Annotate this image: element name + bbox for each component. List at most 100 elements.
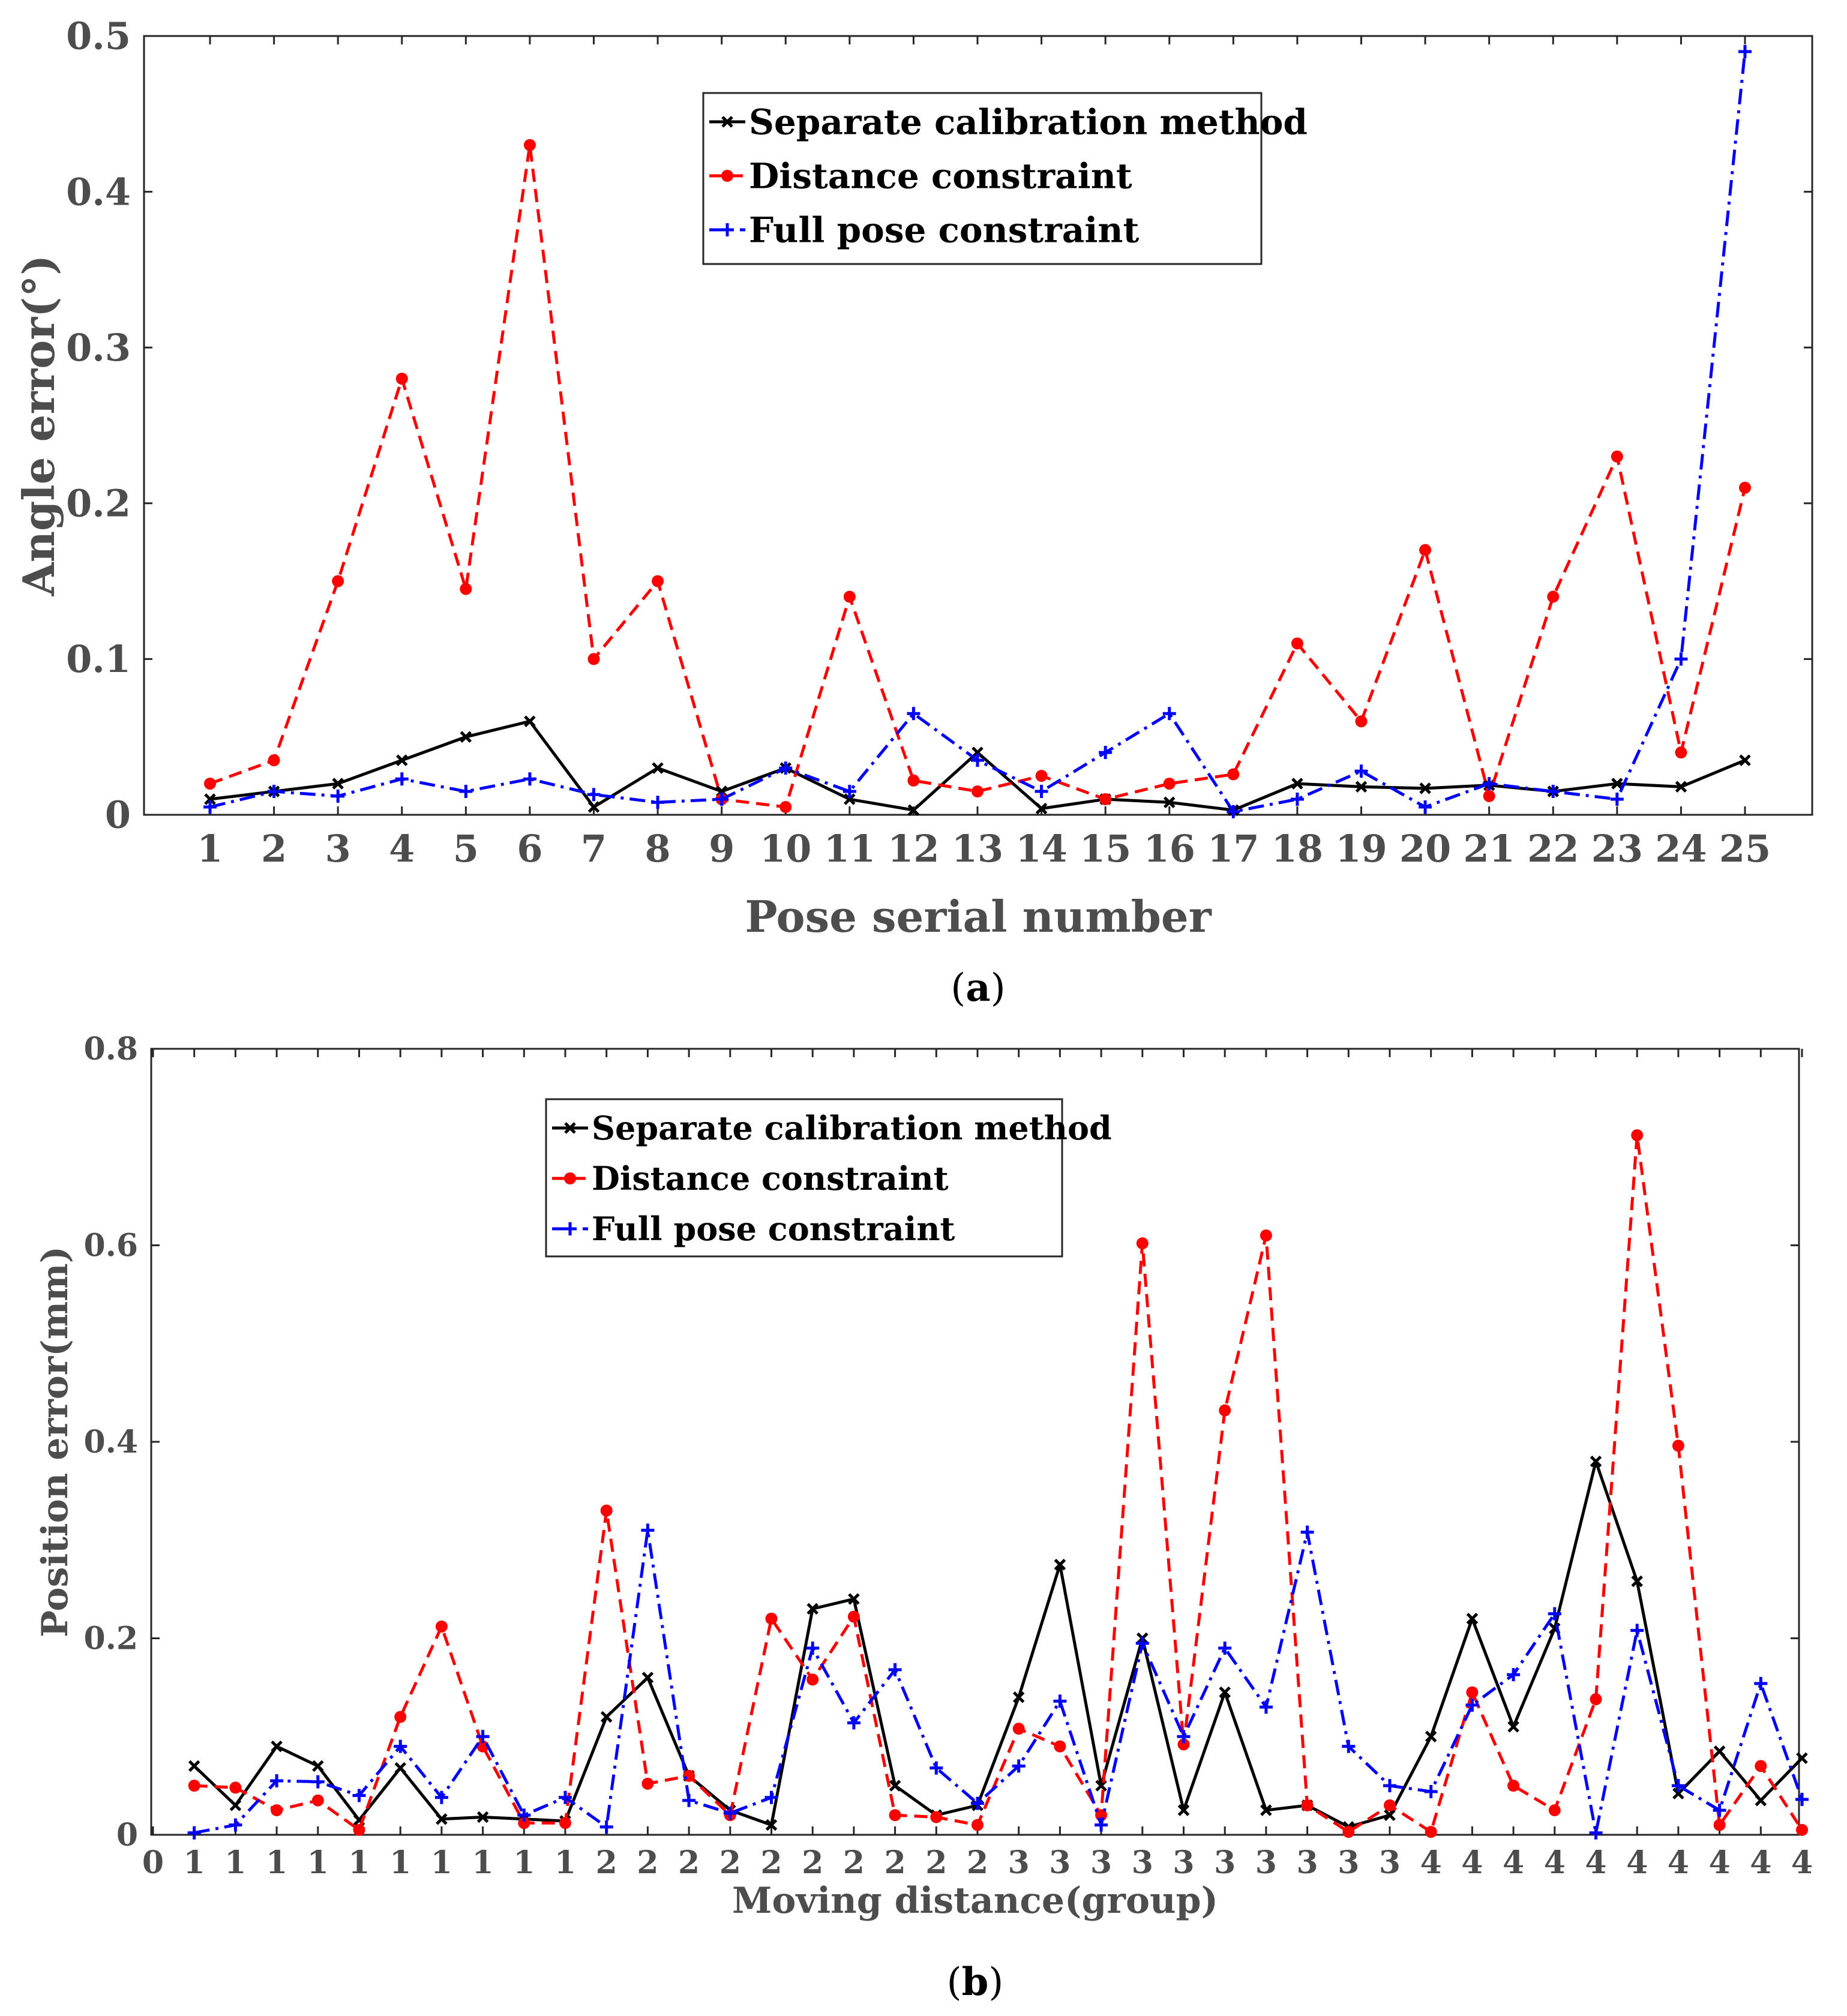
chart-a-data-point [395,754,408,766]
chart-b-data-point [1755,1794,1767,1807]
chart-a-data-point [652,575,664,587]
chart-b-data-point [1671,1779,1685,1793]
chart-a-legend-marker [721,116,733,128]
chart-b-data-point [476,1811,489,1823]
chart-a-data-point [1675,781,1687,793]
chart-a-data-point [972,746,984,758]
chart-b-xtick-label: 2 [760,1844,782,1881]
chart-b-xtick-label: 3 [1255,1844,1277,1881]
chart-b-legend-box [545,1098,1063,1258]
chart-a-data-point [1674,652,1688,666]
chart-b-data-point [1219,1686,1231,1699]
chart-a-data-point [1099,793,1112,806]
chart-a-data-point [779,761,793,775]
chart-b-data-point [435,1620,448,1633]
chart-b-xtick-label: 3 [1297,1844,1318,1881]
chart-b-data-point [311,1794,324,1807]
chart-b-y-axis-label: Position error(mm) [34,1246,76,1637]
chart-a-data-point [1419,544,1432,556]
chart-b-data-point [1548,1804,1561,1817]
chart-b-data-point [1300,1525,1314,1539]
chart-a-data-point [1099,746,1113,760]
chart-a-data-point [1354,764,1368,778]
chart-a-ytick-label: 0 [105,793,131,837]
chart-b-data-point [434,1790,448,1804]
chart-b-xtick-label: 4 [1791,1844,1813,1881]
chart-a-data-point [587,653,600,665]
chart-a-data-point [1419,800,1432,814]
chart-a-xtick-label: 23 [1591,827,1643,871]
chart-b-data-point [1260,1804,1272,1816]
chart-a-legend: Separate calibration method Distance cons… [702,92,1308,265]
chart-b-xtick-label: 3 [1090,1844,1112,1881]
chart-b-data-point [641,1523,655,1537]
chart-a-xtick-label: 13 [952,827,1003,871]
chart-a-series-1 [204,139,1751,814]
chart-b-data-point [394,1762,406,1774]
chart-a-xtick-label: 7 [581,827,607,871]
chart-a-xtick-label: 21 [1464,827,1515,871]
chart-a-data-point [1035,802,1048,815]
chart-a-xtick-label: 17 [1207,827,1259,871]
chart-b-xtick-label: 2 [637,1844,658,1881]
chart-a-ytick-label: 0.4 [66,170,131,214]
chart-b-xtick-label: 3 [1049,1844,1071,1881]
chart-a-xtick-label: 19 [1335,827,1387,871]
chart-a-xtick-label: 12 [887,827,939,871]
chart-a-x-axis-label: Pose serial number [745,891,1212,942]
chart-b-data-point [1425,1826,1437,1838]
chart-b-data-point [1095,1818,1108,1832]
chart-a-xtick-label: 6 [517,827,542,871]
chart-b-data-point [1631,1575,1643,1588]
chart-a-data-point [523,772,536,786]
chart-b-data-point [188,1780,200,1792]
chart-a-data-point [907,774,920,787]
chart-b-data-point [1218,1641,1232,1655]
chart-a-data-point [972,785,984,798]
chart-a-angle-error: 00.10.20.30.40.51 2 3 4 5 6 7 8 9 10 11 12 13 14 15 16 1… [13,14,1813,1010]
chart-a-data-point [1675,746,1687,759]
chart-b-data-point [1507,1780,1520,1792]
chart-b-xtick-label: 2 [678,1844,700,1881]
chart-b-xtick-label: 4 [1750,1844,1771,1881]
chart-a-xtick-label: 22 [1527,827,1579,871]
chart-b-x-axis-label: Moving distance(group) [732,1880,1218,1922]
chart-b-data-point [1672,1439,1684,1452]
chart-b-data-point [1630,1624,1644,1637]
chart-b-xtick-label: 4 [1503,1844,1524,1881]
chart-b-xtick-label: 2 [967,1844,988,1881]
chart-b-ytick-label: 0.2 [84,1621,138,1657]
chart-a-data-point [1739,481,1751,494]
chart-b-xtick-label: 1 [513,1844,535,1881]
chart-b-xtick-label: 2 [802,1844,823,1881]
chart-a-data-point [395,772,409,786]
chart-b-series-line [193,1460,1803,1829]
chart-a-data-point [844,793,856,805]
chart-b-xtick-label: 1 [554,1844,576,1881]
chart-b-data-point [806,1673,819,1686]
chart-b-xtick-label: 1 [307,1844,329,1881]
chart-a-xtick-label: 24 [1655,827,1707,871]
chart-a-data-point [1035,785,1048,799]
chart-b-position-error: 00.20.40.60.80 1 1 1 1 1 1 1 1 1 1 2 2 2 2 2 2 2 2 2 2 3 3 3 3 3 3… [34,1031,1813,2005]
chart-b-data-point [1384,1799,1396,1811]
chart-b-ytick-label: 0.4 [84,1424,138,1460]
chart-b-data-point [188,1760,200,1772]
chart-b-xtick-label: 0 [142,1844,164,1881]
chart-a-data-point [842,785,856,799]
chart-b-xtick-label: 1 [184,1844,205,1881]
chart-b-data-point [1383,1779,1396,1793]
chart-b-legend-marker [563,1222,577,1235]
chart-a-data-point [459,785,473,799]
chart-b-data-point [1589,1826,1603,1840]
chart-a-data-point [1290,793,1304,806]
chart-a-data-point [779,801,792,814]
chart-b-xtick-label: 4 [1420,1844,1442,1881]
chart-b-legend-marker [564,1172,576,1184]
chart-a-xtick-label: 3 [325,827,351,871]
chart-b-xtick-label: 1 [472,1844,494,1881]
chart-b-data-point [1713,1745,1726,1757]
chart-b-caption-open: ( [947,1960,962,2005]
chart-a-legend-label: Full pose constraint [749,209,1140,250]
